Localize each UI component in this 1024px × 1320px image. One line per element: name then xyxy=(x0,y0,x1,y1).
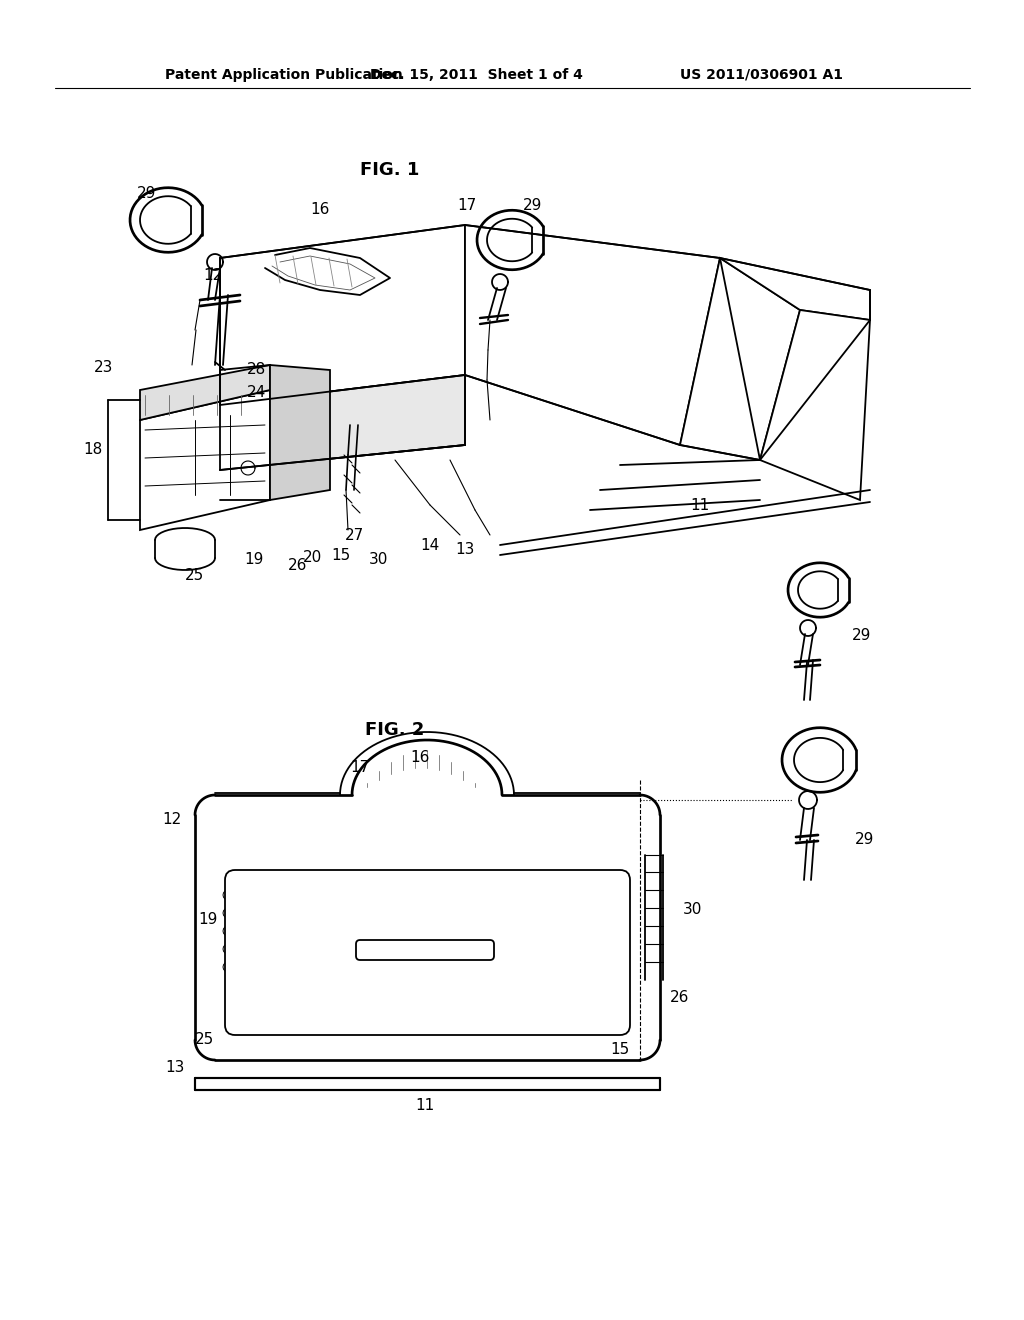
Text: 29: 29 xyxy=(523,198,543,213)
Text: 29: 29 xyxy=(855,833,874,847)
Text: 12: 12 xyxy=(163,813,181,828)
Text: 19: 19 xyxy=(199,912,218,928)
Text: 26: 26 xyxy=(671,990,690,1006)
Polygon shape xyxy=(140,366,270,420)
Text: Patent Application Publication: Patent Application Publication xyxy=(165,69,402,82)
Text: FIG. 2: FIG. 2 xyxy=(366,721,425,739)
FancyBboxPatch shape xyxy=(225,870,630,1035)
Text: 24: 24 xyxy=(247,385,265,400)
Text: 12: 12 xyxy=(204,268,222,282)
Text: FIG. 1: FIG. 1 xyxy=(360,161,420,180)
Text: 25: 25 xyxy=(196,1032,215,1048)
Text: 17: 17 xyxy=(350,760,370,776)
Polygon shape xyxy=(270,366,330,500)
Text: 15: 15 xyxy=(610,1043,630,1057)
Polygon shape xyxy=(220,375,465,470)
FancyBboxPatch shape xyxy=(356,940,494,960)
Polygon shape xyxy=(720,257,870,319)
Polygon shape xyxy=(760,310,870,500)
Text: 16: 16 xyxy=(411,751,430,766)
Text: 13: 13 xyxy=(165,1060,184,1076)
Text: 30: 30 xyxy=(682,903,701,917)
Polygon shape xyxy=(465,224,720,445)
Text: US 2011/0306901 A1: US 2011/0306901 A1 xyxy=(680,69,843,82)
Text: 19: 19 xyxy=(245,553,264,568)
Text: 30: 30 xyxy=(370,553,389,568)
Text: 18: 18 xyxy=(83,442,102,458)
Polygon shape xyxy=(680,257,800,459)
Text: 13: 13 xyxy=(456,543,475,557)
Text: 25: 25 xyxy=(184,568,204,582)
Text: 16: 16 xyxy=(310,202,330,218)
Text: 15: 15 xyxy=(332,548,350,562)
Text: 26: 26 xyxy=(289,558,307,573)
Text: 11: 11 xyxy=(416,1097,434,1113)
Text: 27: 27 xyxy=(345,528,365,543)
Text: Dec. 15, 2011  Sheet 1 of 4: Dec. 15, 2011 Sheet 1 of 4 xyxy=(370,69,583,82)
Text: 29: 29 xyxy=(137,186,157,201)
Polygon shape xyxy=(220,224,465,405)
Text: 23: 23 xyxy=(94,360,114,375)
Text: 17: 17 xyxy=(458,198,476,214)
Text: 29: 29 xyxy=(852,627,871,643)
Text: 20: 20 xyxy=(302,550,322,565)
Text: 28: 28 xyxy=(247,363,265,378)
Text: 14: 14 xyxy=(421,537,439,553)
Text: 11: 11 xyxy=(690,498,710,512)
Polygon shape xyxy=(140,389,270,531)
